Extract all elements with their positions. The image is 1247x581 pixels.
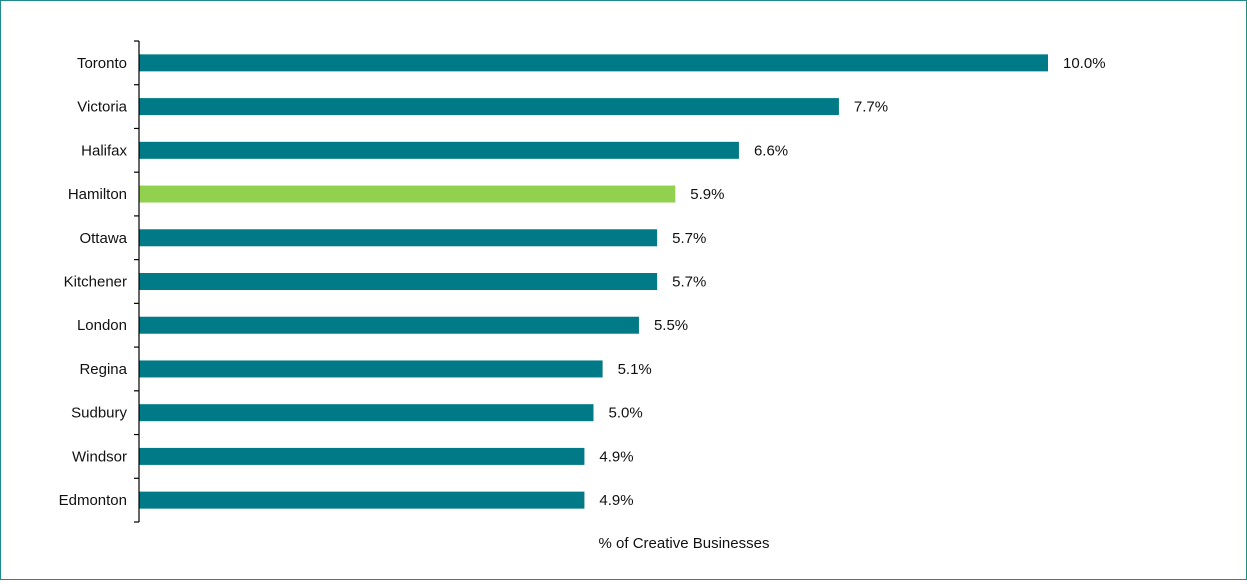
value-label-ottawa: 5.7%: [672, 230, 706, 247]
value-label-edmonton: 4.9%: [599, 492, 633, 509]
category-label-edmonton: Edmonton: [59, 492, 127, 509]
value-label-halifax: 6.6%: [754, 142, 788, 159]
value-label-hamilton: 5.9%: [690, 186, 724, 203]
category-label-ottawa: Ottawa: [79, 230, 127, 247]
category-label-windsor: Windsor: [72, 448, 127, 465]
category-label-halifax: Halifax: [81, 142, 127, 159]
bar-london: [139, 316, 639, 334]
value-label-regina: 5.1%: [618, 361, 652, 378]
value-label-victoria: 7.7%: [854, 99, 888, 116]
category-label-sudbury: Sudbury: [71, 405, 127, 422]
category-labels: Toronto Victoria Halifax Hamilton Ottawa Kitc…: [59, 55, 128, 509]
value-label-london: 5.5%: [654, 317, 688, 334]
value-label-sudbury: 5.0%: [609, 405, 643, 422]
category-label-london: London: [77, 317, 127, 334]
category-label-toronto: Toronto: [77, 55, 127, 72]
category-label-regina: Regina: [79, 361, 127, 378]
bar-toronto: [139, 54, 1048, 72]
bar-halifax: [139, 141, 739, 159]
bar-ottawa: [139, 229, 658, 247]
bars-layer: [139, 54, 1048, 509]
bar-windsor: [139, 447, 585, 465]
category-label-victoria: Victoria: [77, 99, 127, 116]
category-label-hamilton: Hamilton: [68, 186, 127, 203]
ticks-layer: [134, 40, 139, 523]
x-axis-label: % of Creative Businesses: [599, 535, 770, 552]
bar-regina: [139, 360, 603, 378]
value-label-toronto: 10.0%: [1063, 55, 1106, 72]
bar-sudbury: [139, 404, 594, 422]
category-label-kitchener: Kitchener: [64, 274, 127, 291]
bar-kitchener: [139, 273, 658, 290]
bar-hamilton: [139, 185, 676, 203]
value-label-kitchener: 5.7%: [672, 274, 706, 291]
bar-edmonton: [139, 491, 585, 509]
value-label-windsor: 4.9%: [599, 448, 633, 465]
bar-victoria: [139, 98, 839, 116]
value-labels: 10.0% 7.7% 6.6% 5.9% 5.7% 5.7% 5.5% 5.1% 5.0% 4.9…: [599, 55, 1105, 509]
